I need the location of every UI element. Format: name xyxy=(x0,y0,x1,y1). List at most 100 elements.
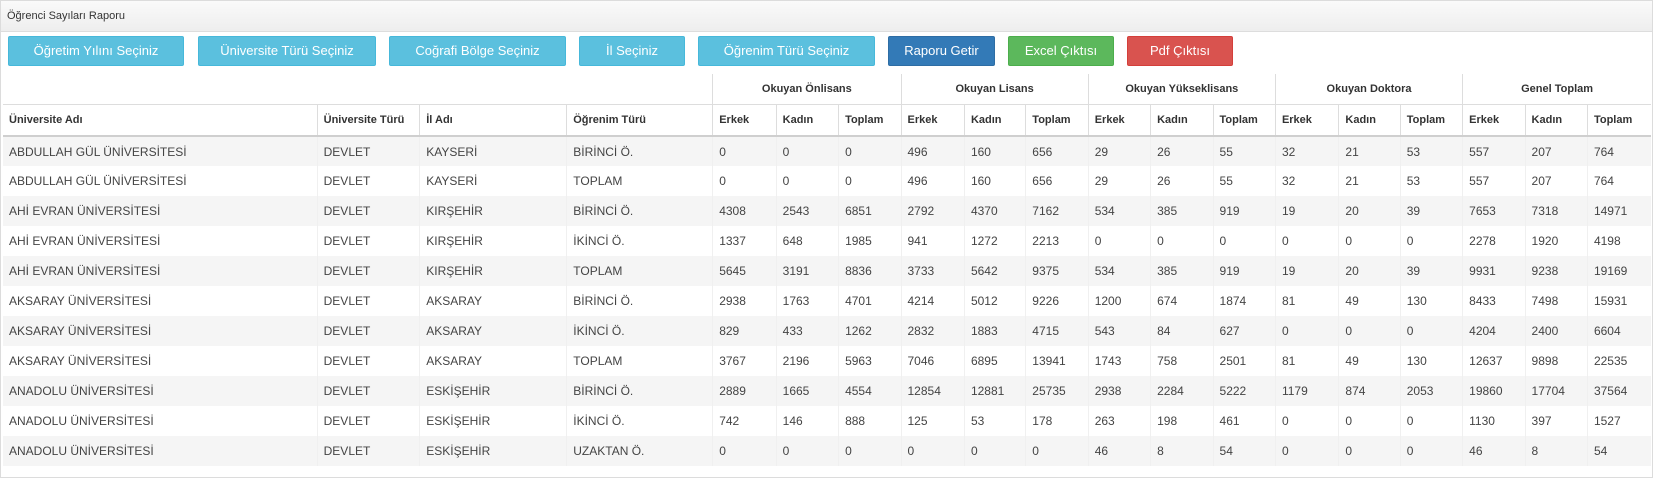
table-cell: 1527 xyxy=(1586,406,1651,436)
education-type-select-button[interactable]: Öğrenim Türü Seçiniz xyxy=(698,36,875,66)
get-report-button[interactable]: Raporu Getir xyxy=(888,36,995,66)
table-cell: 39 xyxy=(1399,256,1463,286)
column-header[interactable]: Erkek xyxy=(1462,104,1526,137)
table-cell: 557 xyxy=(1462,166,1526,196)
column-header[interactable]: Kadın xyxy=(775,104,839,137)
table-cell: 39 xyxy=(1399,196,1463,226)
table-cell: 130 xyxy=(1399,346,1463,376)
table-cell: 496 xyxy=(900,136,965,166)
table-cell: 7046 xyxy=(900,346,965,376)
table-cell: AKSARAY ÜNİVERSİTESİ xyxy=(9,324,152,338)
table-cell: İKİNCİ Ö. xyxy=(566,226,713,256)
excel-export-button[interactable]: Excel Çıktısı xyxy=(1008,36,1114,66)
table-cell: 8433 xyxy=(1462,286,1526,316)
university-type-select-button[interactable]: Üniversite Türü Seçiniz xyxy=(198,36,376,66)
table-cell: 1985 xyxy=(838,226,901,256)
column-header[interactable]: Kadın xyxy=(1338,104,1401,137)
table-cell: 0 xyxy=(712,166,777,196)
table-cell: 0 xyxy=(838,436,901,466)
table-cell: 8 xyxy=(1150,436,1214,466)
table-cell: ESKİŞEHİR xyxy=(419,436,567,466)
table-cell: DEVLET xyxy=(316,136,420,166)
student-count-table: Okuyan Önlisans Okuyan Lisans Okuyan Yük… xyxy=(3,74,1651,466)
table-cell: 0 xyxy=(1150,226,1214,256)
table-cell: 29 xyxy=(1087,136,1151,166)
column-header[interactable]: Toplam xyxy=(1212,104,1276,137)
table-cell: DEVLET xyxy=(316,436,420,466)
column-header[interactable]: Öğrenim Türü xyxy=(566,104,713,137)
table-cell: 5012 xyxy=(963,286,1026,316)
table-row: AKSARAY ÜNİVERSİTESİ DEVLET AKSARAY BİRİNCİ… xyxy=(3,286,1651,316)
table-cell: 160 xyxy=(963,166,1026,196)
table-cell: AKSARAY ÜNİVERSİTESİ xyxy=(9,354,152,368)
column-header[interactable]: Üniversite Türü xyxy=(316,104,420,137)
column-header[interactable]: Toplam xyxy=(838,104,901,137)
table-cell: 5645 xyxy=(712,256,777,286)
table-cell: 32 xyxy=(1274,136,1339,166)
table-cell: 6895 xyxy=(963,346,1026,376)
table-cell: 0 xyxy=(1087,226,1151,256)
table-cell: 543 xyxy=(1087,316,1151,346)
table-cell: 46 xyxy=(1462,436,1526,466)
table-cell: DEVLET xyxy=(316,286,420,316)
table-cell: 19169 xyxy=(1586,256,1651,286)
column-header[interactable]: Toplam xyxy=(1399,104,1463,137)
table-body: ABDULLAH GÜL ÜNİVERSİTESİ DEVLET KAYSERİ Bİ… xyxy=(3,136,1651,466)
group-header-blank xyxy=(3,74,713,105)
group-header-genel-toplam: Genel Toplam xyxy=(1462,74,1651,105)
table-cell: 2284 xyxy=(1150,376,1214,406)
table-row: AHİ EVRAN ÜNİVERSİTESİ DEVLET KIRŞEHİR BİRİ… xyxy=(3,196,1651,226)
table-row: ANADOLU ÜNİVERSİTESİ DEVLET ESKİŞEHİR UZAKT… xyxy=(3,436,1651,466)
table-cell: 0 xyxy=(1338,436,1401,466)
column-header[interactable]: Kadın xyxy=(1150,104,1214,137)
column-header-row: Üniversite Adı Üniversite Türü İl Adı Öğren… xyxy=(3,104,1651,137)
column-header[interactable]: Erkek xyxy=(712,104,777,137)
province-select-button[interactable]: İl Seçiniz xyxy=(579,36,685,66)
table-cell: 4308 xyxy=(712,196,777,226)
table-cell: AKSARAY xyxy=(419,316,567,346)
table-cell: 674 xyxy=(1150,286,1214,316)
column-header[interactable]: Toplam xyxy=(1586,104,1651,137)
table-cell: 55 xyxy=(1212,136,1276,166)
column-header[interactable]: Erkek xyxy=(1274,104,1339,137)
table-cell: 1883 xyxy=(963,316,1026,346)
table-row: AHİ EVRAN ÜNİVERSİTESİ DEVLET KIRŞEHİR TOPL… xyxy=(3,256,1651,286)
academic-year-select-button[interactable]: Öğretim Yılını Seçiniz xyxy=(8,36,184,66)
table-cell: BİRİNCİ Ö. xyxy=(566,286,713,316)
table-cell: 2792 xyxy=(900,196,965,226)
column-header[interactable]: İl Adı xyxy=(419,104,567,137)
table-cell: 29 xyxy=(1087,166,1151,196)
column-header[interactable]: Toplam xyxy=(1025,104,1089,137)
table-cell: 17704 xyxy=(1524,376,1588,406)
table-cell: 21 xyxy=(1338,136,1401,166)
column-header[interactable]: Kadın xyxy=(963,104,1026,137)
table-cell: 160 xyxy=(963,136,1026,166)
geographic-region-select-button[interactable]: Coğrafi Bölge Seçiniz xyxy=(389,36,566,66)
table-cell: AKSARAY xyxy=(419,286,567,316)
table-cell: 9238 xyxy=(1524,256,1588,286)
column-header[interactable]: Erkek xyxy=(1087,104,1151,137)
table-cell: 0 xyxy=(712,436,777,466)
table-cell: 0 xyxy=(775,436,839,466)
table-row: AKSARAY ÜNİVERSİTESİ DEVLET AKSARAY İKİNCİ … xyxy=(3,316,1651,346)
pdf-export-button[interactable]: Pdf Çıktısı xyxy=(1127,36,1233,66)
table-cell: 2938 xyxy=(712,286,777,316)
column-header[interactable]: Kadın xyxy=(1524,104,1588,137)
group-header-yukseklisans: Okuyan Yükseklisans xyxy=(1087,74,1276,105)
table-cell: KIRŞEHİR xyxy=(419,226,567,256)
table-cell: 8 xyxy=(1524,436,1588,466)
table-row: ANADOLU ÜNİVERSİTESİ DEVLET ESKİŞEHİR İKİNC… xyxy=(3,406,1651,436)
table-cell: 2053 xyxy=(1399,376,1463,406)
table-cell: 0 xyxy=(712,136,777,166)
table-cell: 2501 xyxy=(1212,346,1276,376)
column-header[interactable]: Üniversite Adı xyxy=(3,104,318,137)
table-cell: AHİ EVRAN ÜNİVERSİTESİ xyxy=(9,264,161,278)
table-cell: 12881 xyxy=(963,376,1026,406)
column-header[interactable]: Erkek xyxy=(900,104,965,137)
table-cell: 4715 xyxy=(1025,316,1089,346)
panel-title: Öğrenci Sayıları Raporu xyxy=(1,1,1652,32)
table-cell: 2543 xyxy=(775,196,839,226)
table-cell: 0 xyxy=(838,166,901,196)
table-cell: 49 xyxy=(1338,286,1401,316)
